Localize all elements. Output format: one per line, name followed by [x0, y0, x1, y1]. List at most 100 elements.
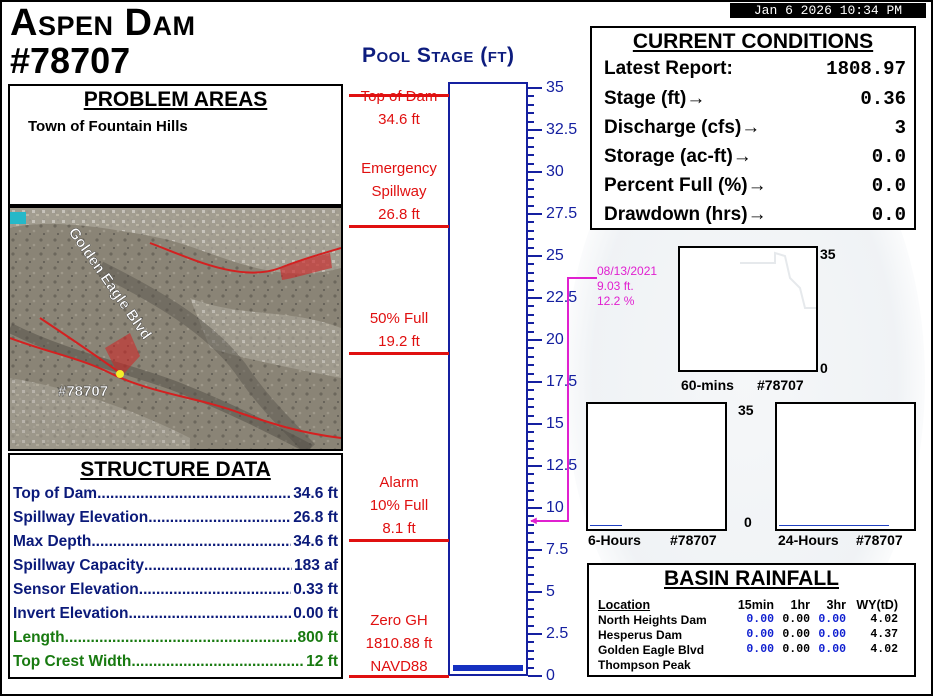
pool-level-line	[349, 538, 449, 542]
arrow-right-icon: →	[747, 175, 767, 196]
rainfall-cell-h3: 0.00	[818, 628, 846, 641]
rainfall-header-row: Location 15min 1hr 3hr WY(tD)	[595, 597, 901, 612]
condition-label: Stage (ft)	[604, 88, 687, 109]
pool-major-tick	[528, 87, 542, 89]
pool-minor-tick	[528, 355, 534, 358]
rainfall-cell-h1	[777, 657, 813, 672]
pool-level-label-line: 50% Full	[369, 310, 429, 328]
pool-minor-tick	[528, 565, 534, 568]
pool-tick-label: 5	[546, 583, 555, 600]
pool-minor-tick	[528, 607, 534, 610]
pool-minor-tick	[528, 448, 534, 451]
pool-tick-label: 22.5	[546, 289, 578, 306]
structure-row: Invert Elevation........................…	[13, 605, 338, 629]
structure-row: Top Crest Width.........................…	[13, 653, 338, 677]
condition-label: Percent Full (%)	[604, 175, 748, 196]
pool-minor-tick	[528, 246, 534, 249]
rainfall-row: Golden Eagle Blvd 0.00 0.00 0.00 4.02	[595, 642, 901, 657]
chart-24hr-id: #78707	[856, 532, 903, 548]
pool-level-label-line: 1810.88 ft	[365, 635, 433, 652]
pool-level-label: Emergency Spillway 26.8 ft	[345, 157, 453, 226]
chart-6hr-id: #78707	[670, 532, 717, 548]
pool-minor-tick	[528, 666, 534, 669]
pool-minor-tick	[528, 322, 534, 325]
condition-value: 3	[806, 117, 906, 139]
chart-60min[interactable]	[678, 246, 818, 372]
pool-major-tick	[528, 171, 542, 173]
pool-minor-tick	[528, 187, 534, 190]
pool-minor-tick	[528, 137, 534, 140]
aerial-map[interactable]: Golden Eagle Blvd #78707	[8, 206, 343, 451]
rainfall-cell-h1: 0.00	[782, 613, 810, 626]
problem-areas-header: PROBLEM AREAS	[83, 88, 268, 111]
pool-level-label-line: 19.2 ft	[378, 333, 420, 351]
pool-minor-tick	[528, 347, 534, 350]
pool-minor-tick	[528, 263, 534, 266]
structure-row-value: 34.6 ft	[293, 485, 338, 502]
current-conditions-header: CURRENT CONDITIONS	[632, 30, 874, 53]
pool-tick-label: 25	[546, 247, 564, 264]
condition-label: Discharge (cfs)	[604, 117, 742, 138]
pool-tick-label: 12.5	[546, 457, 578, 474]
pool-level-label-line: Spillway	[371, 182, 427, 200]
condition-label: Drawdown (hrs)	[604, 204, 748, 225]
structure-row-leader: ........................................…	[128, 605, 292, 622]
pool-level-label-line: Emergency	[361, 159, 437, 177]
rainfall-col-15min: 15min	[737, 597, 774, 612]
pool-minor-tick	[528, 658, 534, 661]
pool-minor-tick	[528, 523, 534, 526]
pool-major-tick	[528, 381, 542, 383]
latest-report-label: Latest Report:	[604, 58, 733, 79]
pool-level-label: 50% Full 19.2 ft	[345, 307, 453, 353]
pool-minor-tick	[528, 431, 534, 434]
structure-row-label: Sensor Elevation	[13, 581, 139, 598]
chart-24hr-label: 24-Hours	[778, 532, 839, 548]
pool-level-line	[349, 93, 449, 97]
structure-row-value: 34.6 ft	[293, 533, 338, 550]
chart-6hr[interactable]	[586, 402, 727, 531]
pool-minor-tick	[528, 313, 534, 316]
pool-tick-label: 17.5	[546, 373, 578, 390]
condition-label: Storage (ac-ft)	[604, 146, 733, 167]
pool-water-level	[453, 664, 523, 671]
condition-row: Drawdown (hrs)→ 0.0	[604, 204, 906, 232]
structure-row-leader: ........................................…	[148, 509, 291, 526]
rainfall-col-3hr: 3hr	[826, 597, 846, 612]
rainfall-row: Thompson Peak	[595, 657, 901, 672]
arrow-right-icon: →	[732, 146, 752, 167]
pool-tick-label: 2.5	[546, 625, 569, 642]
rainfall-row: North Heights Dam 0.00 0.00 0.00 4.02	[595, 612, 901, 627]
pool-minor-tick	[528, 540, 534, 543]
pool-level-label-line: NAVD88	[370, 658, 428, 675]
pool-level-label-line: Top of Dam	[360, 87, 438, 105]
dam-id: #78707	[10, 40, 131, 81]
pool-major-tick	[528, 255, 542, 257]
map-marker-label: #78707	[58, 383, 108, 400]
rainfall-col-location: Location	[598, 597, 651, 612]
pool-minor-tick	[528, 221, 534, 224]
chart-60min-ymin: 0	[820, 360, 828, 376]
pool-level-label-line: 8.1 ft	[382, 519, 416, 537]
pool-level-label: Alarm 10% Full 8.1 ft	[345, 471, 453, 540]
pool-level-label-line: 26.8 ft	[378, 205, 420, 223]
rainfall-cell-h3: 0.00	[818, 613, 846, 626]
pool-level-label: Top of Dam 34.6 ft	[345, 85, 453, 131]
basin-rainfall-header: BASIN RAINFALL	[664, 567, 839, 590]
problem-areas-text: Town of Fountain Hills	[28, 118, 188, 135]
pool-major-tick	[528, 675, 542, 677]
dam-name: Aspen Dam	[10, 2, 196, 44]
condition-value: 0.0	[806, 175, 906, 197]
pool-minor-tick	[528, 372, 534, 375]
pool-minor-tick	[528, 154, 534, 157]
chart-6hr-label: 6-Hours	[588, 532, 641, 548]
rainfall-cell-location: Golden Eagle Blvd	[598, 642, 705, 657]
pool-level-line	[349, 675, 449, 678]
structure-row-label: Spillway Capacity	[13, 557, 144, 574]
aerial-map-graphic: Golden Eagle Blvd #78707	[10, 208, 341, 449]
arrow-right-icon: →	[741, 117, 761, 138]
rainfall-cell-location: Hesperus Dam	[598, 627, 683, 642]
chart-24hr[interactable]	[775, 402, 916, 531]
structure-row-value: 0.00 ft	[293, 605, 338, 622]
pool-major-tick	[528, 129, 542, 131]
rainfall-cell-wy: 4.37	[870, 628, 898, 641]
